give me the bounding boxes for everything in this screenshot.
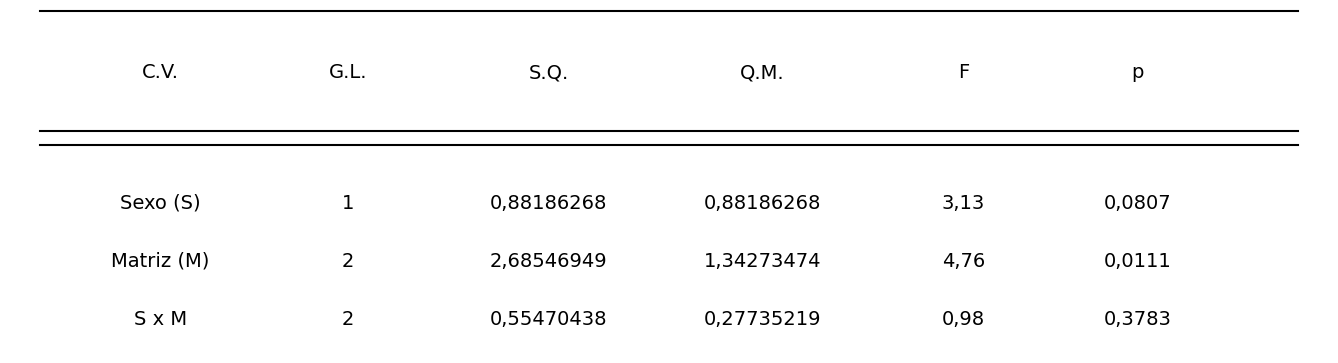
Text: G.L.: G.L. bbox=[329, 63, 367, 82]
Text: 0,98: 0,98 bbox=[942, 310, 985, 329]
Text: 0,27735219: 0,27735219 bbox=[704, 310, 822, 329]
Text: S.Q.: S.Q. bbox=[529, 63, 569, 82]
Text: 0,0807: 0,0807 bbox=[1104, 194, 1171, 213]
Text: Q.M.: Q.M. bbox=[740, 63, 785, 82]
Text: 3,13: 3,13 bbox=[942, 194, 985, 213]
Text: 0,0111: 0,0111 bbox=[1104, 252, 1171, 271]
Text: 4,76: 4,76 bbox=[942, 252, 985, 271]
Text: F: F bbox=[958, 63, 969, 82]
Text: 2,68546949: 2,68546949 bbox=[490, 252, 607, 271]
Text: 2: 2 bbox=[341, 310, 355, 329]
Text: Matriz (M): Matriz (M) bbox=[111, 252, 210, 271]
Text: p: p bbox=[1131, 63, 1144, 82]
Text: 0,88186268: 0,88186268 bbox=[704, 194, 822, 213]
Text: 1,34273474: 1,34273474 bbox=[704, 252, 822, 271]
Text: 0,3783: 0,3783 bbox=[1104, 310, 1171, 329]
Text: Sexo (S): Sexo (S) bbox=[120, 194, 201, 213]
Text: 1: 1 bbox=[341, 194, 355, 213]
Text: 0,88186268: 0,88186268 bbox=[490, 194, 607, 213]
Text: 2: 2 bbox=[341, 252, 355, 271]
Text: 0,55470438: 0,55470438 bbox=[490, 310, 607, 329]
Text: C.V.: C.V. bbox=[142, 63, 179, 82]
Text: S x M: S x M bbox=[134, 310, 187, 329]
